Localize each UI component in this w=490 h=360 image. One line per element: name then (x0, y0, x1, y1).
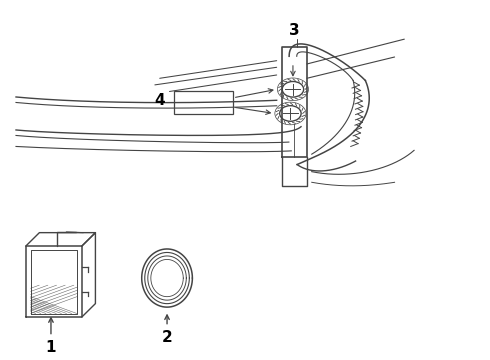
Text: 3: 3 (289, 23, 299, 37)
Text: 4: 4 (154, 93, 165, 108)
Text: 1: 1 (46, 340, 56, 355)
Text: 2: 2 (162, 330, 172, 345)
Bar (174, 91, 233, 114)
